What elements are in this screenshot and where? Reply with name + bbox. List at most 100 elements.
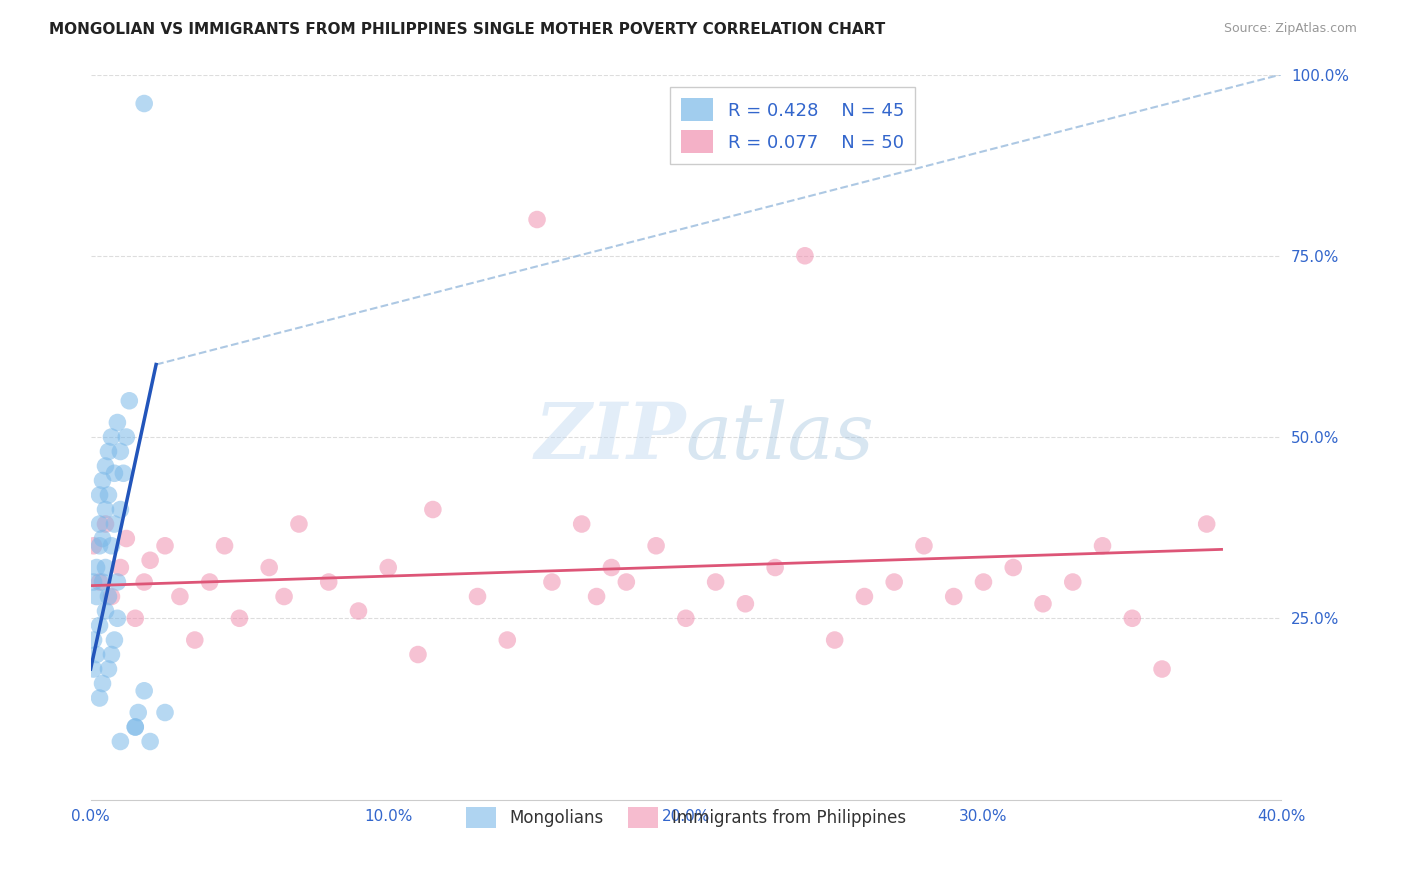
Point — [89, 516, 111, 531]
Point — [103, 467, 125, 481]
Point — [103, 516, 125, 531]
Point — [422, 502, 444, 516]
Point — [793, 249, 815, 263]
Text: ZIP: ZIP — [534, 399, 686, 475]
Point — [377, 560, 399, 574]
Point — [645, 539, 668, 553]
Point — [704, 574, 727, 589]
Point — [972, 574, 994, 589]
Point — [94, 560, 117, 574]
Point — [97, 444, 120, 458]
Point — [1091, 539, 1114, 553]
Point — [100, 539, 122, 553]
Point — [115, 430, 138, 444]
Point — [124, 611, 146, 625]
Point — [228, 611, 250, 625]
Point — [86, 560, 108, 574]
Point — [853, 590, 876, 604]
Point — [347, 604, 370, 618]
Point — [86, 590, 108, 604]
Point — [214, 539, 236, 553]
Point — [1195, 516, 1218, 531]
Point — [526, 212, 548, 227]
Point — [406, 648, 429, 662]
Legend: Mongolians, Immigrants from Philippines: Mongolians, Immigrants from Philippines — [460, 800, 912, 835]
Point — [496, 633, 519, 648]
Point — [734, 597, 756, 611]
Point — [134, 574, 156, 589]
Point — [94, 516, 117, 531]
Text: Source: ZipAtlas.com: Source: ZipAtlas.com — [1223, 22, 1357, 36]
Point — [103, 633, 125, 648]
Point — [89, 618, 111, 632]
Point — [1062, 574, 1084, 589]
Point — [110, 502, 132, 516]
Point — [134, 96, 156, 111]
Point — [318, 574, 340, 589]
Point — [94, 502, 117, 516]
Point — [541, 574, 564, 589]
Point — [94, 604, 117, 618]
Point — [1121, 611, 1143, 625]
Point — [1032, 597, 1054, 611]
Text: MONGOLIAN VS IMMIGRANTS FROM PHILIPPINES SINGLE MOTHER POVERTY CORRELATION CHART: MONGOLIAN VS IMMIGRANTS FROM PHILIPPINES… — [49, 22, 886, 37]
Point — [97, 662, 120, 676]
Point — [89, 488, 111, 502]
Point — [942, 590, 965, 604]
Text: atlas: atlas — [686, 399, 875, 475]
Point — [115, 532, 138, 546]
Point — [571, 516, 593, 531]
Point — [110, 734, 132, 748]
Point — [89, 691, 111, 706]
Point — [134, 683, 156, 698]
Point — [139, 553, 162, 567]
Point — [273, 590, 295, 604]
Point — [100, 648, 122, 662]
Point — [124, 720, 146, 734]
Point — [91, 574, 114, 589]
Point — [89, 574, 111, 589]
Point — [467, 590, 489, 604]
Point — [824, 633, 846, 648]
Point — [83, 662, 105, 676]
Point — [110, 560, 132, 574]
Point — [91, 676, 114, 690]
Point — [105, 574, 128, 589]
Point — [153, 706, 176, 720]
Point — [110, 444, 132, 458]
Point — [94, 458, 117, 473]
Point — [97, 488, 120, 502]
Point — [105, 611, 128, 625]
Point — [97, 590, 120, 604]
Point — [153, 539, 176, 553]
Point — [127, 706, 149, 720]
Point — [883, 574, 905, 589]
Point — [1150, 662, 1173, 676]
Point — [105, 416, 128, 430]
Point — [912, 539, 935, 553]
Point — [89, 539, 111, 553]
Point — [139, 734, 162, 748]
Point — [124, 720, 146, 734]
Point — [184, 633, 207, 648]
Point — [86, 648, 108, 662]
Point — [83, 574, 105, 589]
Point — [91, 532, 114, 546]
Point — [118, 393, 141, 408]
Point — [83, 539, 105, 553]
Point — [257, 560, 280, 574]
Point — [585, 590, 607, 604]
Point — [100, 590, 122, 604]
Point — [675, 611, 697, 625]
Point — [600, 560, 623, 574]
Point — [169, 590, 191, 604]
Point — [614, 574, 637, 589]
Point — [91, 474, 114, 488]
Point — [83, 633, 105, 648]
Point — [1002, 560, 1025, 574]
Point — [198, 574, 221, 589]
Point — [100, 430, 122, 444]
Point — [288, 516, 311, 531]
Point — [763, 560, 786, 574]
Point — [112, 467, 135, 481]
